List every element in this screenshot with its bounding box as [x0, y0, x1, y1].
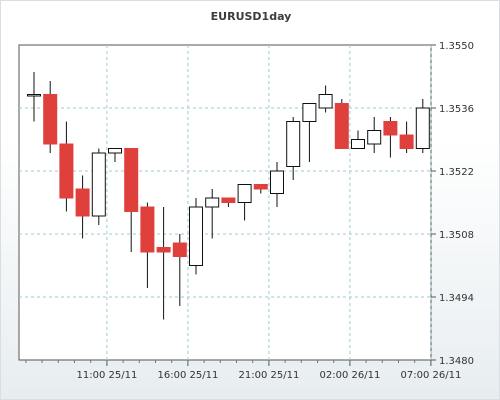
- x-tick-label: 02:00 26/11: [319, 370, 380, 381]
- candle-body-bullish: [205, 197, 220, 208]
- candle-body-bearish: [75, 188, 90, 217]
- candle-body-bearish: [334, 103, 349, 149]
- candle: [140, 202, 155, 288]
- y-tick-label: 1.3550: [439, 41, 474, 52]
- candle: [399, 121, 414, 153]
- x-tick-label: 11:00 25/11: [76, 370, 137, 381]
- y-tick-label: 1.3494: [439, 293, 474, 304]
- candle-body-bullish: [108, 148, 122, 154]
- candle: [221, 197, 236, 207]
- candle-body-bearish: [43, 94, 58, 145]
- candle: [108, 148, 122, 162]
- candle: [302, 103, 317, 162]
- candle-body-bearish: [383, 121, 398, 136]
- candle-body-bullish: [318, 94, 333, 109]
- candle: [59, 121, 74, 212]
- candle: [383, 117, 398, 158]
- candle-body-bullish: [27, 94, 41, 97]
- candle: [156, 207, 171, 320]
- candles: [27, 72, 430, 320]
- candle-body-bullish: [189, 206, 203, 266]
- candle-body-bullish: [237, 184, 252, 203]
- candle-body-bullish: [415, 107, 430, 149]
- y-tick-label: 1.3508: [439, 230, 474, 241]
- candle: [75, 175, 90, 239]
- candle-body-bearish: [59, 143, 74, 199]
- candle-body-bullish: [91, 152, 106, 217]
- candle: [205, 189, 220, 239]
- candle: [318, 85, 333, 113]
- candle: [189, 198, 203, 275]
- x-axis: 11:00 25/11 16:00 25/11 21:00 25/11 02:00 2…: [25, 360, 461, 381]
- x-tick-label: 16:00 25/11: [157, 370, 218, 381]
- candle: [270, 162, 284, 207]
- candle-body-bullish: [302, 103, 317, 122]
- candle-body-bullish: [367, 130, 382, 145]
- candle-body-bearish: [124, 148, 139, 212]
- candle-body-bearish: [253, 184, 268, 190]
- y-tick-label: 1.3522: [439, 167, 474, 178]
- candle-body-bearish: [156, 247, 171, 253]
- candle-body-bearish: [221, 197, 236, 203]
- candle: [334, 99, 349, 149]
- candle: [286, 117, 301, 180]
- grid-lines: [19, 45, 432, 360]
- candle-body-bearish: [172, 242, 187, 257]
- candle-body-bullish: [286, 121, 301, 167]
- y-axis: 1.3550 1.3536 1.3522 1.3508 1.3494 1.3480: [431, 41, 474, 367]
- y-tick-label: 1.3536: [439, 104, 474, 115]
- candle-body-bearish: [140, 206, 155, 253]
- chart-title: EURUSD1day: [210, 10, 292, 23]
- x-tick-label: 21:00 25/11: [238, 370, 299, 381]
- candle: [351, 130, 365, 149]
- candle: [367, 117, 382, 153]
- y-tick-label: 1.3480: [439, 356, 474, 367]
- candle-body-bearish: [399, 134, 414, 149]
- candle: [27, 72, 41, 122]
- candle: [172, 234, 187, 306]
- candle: [415, 99, 430, 153]
- candle: [124, 148, 139, 252]
- candle: [43, 81, 58, 153]
- candle-body-bullish: [351, 139, 365, 149]
- candle-body-bullish: [270, 170, 284, 194]
- x-tick-label: 07:00 26/11: [400, 370, 461, 381]
- candle: [91, 148, 106, 225]
- candle: [253, 184, 268, 194]
- candle: [237, 184, 252, 221]
